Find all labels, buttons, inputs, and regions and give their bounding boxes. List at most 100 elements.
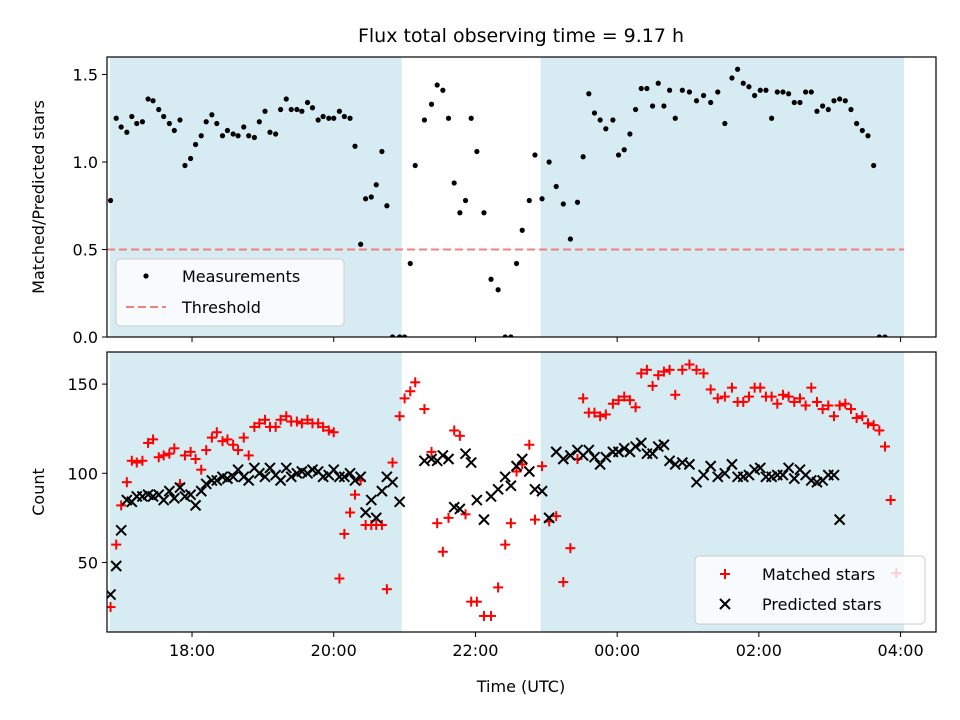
measurement-point bbox=[235, 133, 241, 139]
measurement-point bbox=[150, 98, 156, 104]
measurement-point bbox=[198, 133, 204, 139]
legend: Measurements Threshold bbox=[115, 258, 345, 327]
measurement-point bbox=[859, 127, 865, 134]
measurement-point bbox=[267, 129, 273, 135]
matched-star-point bbox=[653, 370, 664, 381]
matched-star-point bbox=[705, 384, 716, 395]
matched-star-point bbox=[500, 539, 511, 550]
measurement-point bbox=[277, 106, 284, 113]
measurement-point bbox=[597, 117, 603, 123]
predicted-star-point bbox=[437, 449, 449, 462]
measurement-point bbox=[273, 131, 279, 137]
measurement-point bbox=[113, 115, 119, 121]
y-axis-label: Matched/Predicted stars bbox=[29, 100, 48, 294]
matched-star-point bbox=[243, 450, 254, 461]
y-tick-label: 0.0 bbox=[73, 328, 98, 347]
measurement-point bbox=[156, 106, 162, 113]
predicted-star-point bbox=[163, 485, 176, 497]
measurement-point bbox=[214, 120, 220, 127]
measurement-point bbox=[763, 87, 769, 93]
measurement-point bbox=[407, 260, 413, 267]
x-tick-label: 02:00 bbox=[736, 641, 782, 660]
matched-star-point bbox=[334, 573, 345, 584]
matched-star-point bbox=[868, 420, 879, 431]
y-tick-label: 0.5 bbox=[73, 241, 98, 260]
measurement-point bbox=[820, 103, 826, 109]
predicted-star-point bbox=[211, 474, 223, 487]
predicted-star-point bbox=[719, 467, 731, 479]
measurement-point bbox=[715, 89, 721, 95]
measurement-point bbox=[139, 119, 146, 125]
measurement-point bbox=[262, 108, 268, 114]
matched-star-point bbox=[558, 577, 569, 588]
predicted-star-point bbox=[510, 460, 523, 472]
matched-star-point bbox=[410, 377, 421, 388]
matched-star-point bbox=[201, 445, 212, 456]
matched-star-point bbox=[783, 391, 794, 402]
measurement-point bbox=[746, 84, 752, 90]
matched-star-point bbox=[460, 509, 471, 520]
predicted-star-point bbox=[195, 485, 207, 497]
markers bbox=[107, 66, 888, 337]
measurement-point bbox=[672, 115, 678, 121]
measurement-point bbox=[797, 99, 803, 106]
matched-star-point bbox=[270, 421, 281, 432]
matched-star-point bbox=[738, 396, 749, 407]
matched-star-point bbox=[345, 507, 356, 518]
markers bbox=[107, 359, 902, 621]
matched-star-point bbox=[137, 455, 148, 466]
measurement-point bbox=[740, 80, 746, 86]
predicted-star-point bbox=[618, 442, 630, 455]
matched-star-point bbox=[647, 380, 658, 391]
measurement-point bbox=[831, 98, 837, 104]
measurement-point bbox=[627, 131, 633, 137]
measurement-point bbox=[814, 108, 820, 114]
matched-star-point bbox=[190, 454, 201, 465]
matched-star-point bbox=[405, 386, 416, 397]
measurement-point bbox=[649, 103, 656, 109]
predicted-star-point bbox=[478, 513, 490, 526]
predicted-star-point bbox=[658, 439, 670, 451]
matched-star-point bbox=[148, 434, 159, 445]
predicted-star-point bbox=[386, 476, 399, 488]
matched-star-point bbox=[755, 382, 766, 393]
measurement-point bbox=[294, 106, 300, 113]
measurement-point bbox=[700, 92, 707, 99]
predicted-star-point bbox=[184, 488, 197, 501]
matched-star-point bbox=[349, 489, 360, 500]
measurement-point bbox=[488, 276, 494, 282]
measurement-point bbox=[560, 201, 566, 207]
x-tick-label: 18:00 bbox=[169, 641, 215, 660]
matched-star-point bbox=[486, 610, 497, 621]
predicted-star-point bbox=[594, 458, 606, 471]
measurement-point bbox=[474, 148, 480, 155]
matched-star-point bbox=[233, 445, 244, 456]
predicted-star-point bbox=[536, 485, 548, 497]
matched-star-point bbox=[613, 395, 624, 406]
matched-star-point bbox=[387, 457, 398, 468]
measurement-point bbox=[865, 133, 871, 139]
measurement-point bbox=[166, 120, 172, 127]
predicted-star-point bbox=[557, 453, 570, 465]
measurement-point bbox=[118, 124, 124, 130]
matched-star-point bbox=[630, 402, 641, 413]
measurement-point bbox=[283, 96, 289, 102]
predicted-star-point bbox=[629, 440, 642, 453]
matched-star-point bbox=[677, 364, 688, 375]
measurement-point bbox=[553, 183, 559, 190]
measurement-point bbox=[347, 115, 353, 121]
measurement-point bbox=[246, 133, 252, 139]
matched-star-point bbox=[449, 425, 460, 436]
predicted-star-point bbox=[499, 471, 511, 483]
measurement-point bbox=[495, 287, 501, 293]
matched-star-point bbox=[432, 518, 443, 529]
measurement-point bbox=[129, 113, 135, 120]
matched-star-point bbox=[658, 366, 669, 377]
measurement-point bbox=[341, 113, 347, 120]
x-tick-label: 22:00 bbox=[452, 641, 498, 660]
predicted-star-point bbox=[349, 474, 361, 487]
y-tick-label: 100 bbox=[67, 464, 98, 483]
matched-star-point bbox=[238, 432, 249, 443]
matched-star-point bbox=[806, 382, 817, 393]
